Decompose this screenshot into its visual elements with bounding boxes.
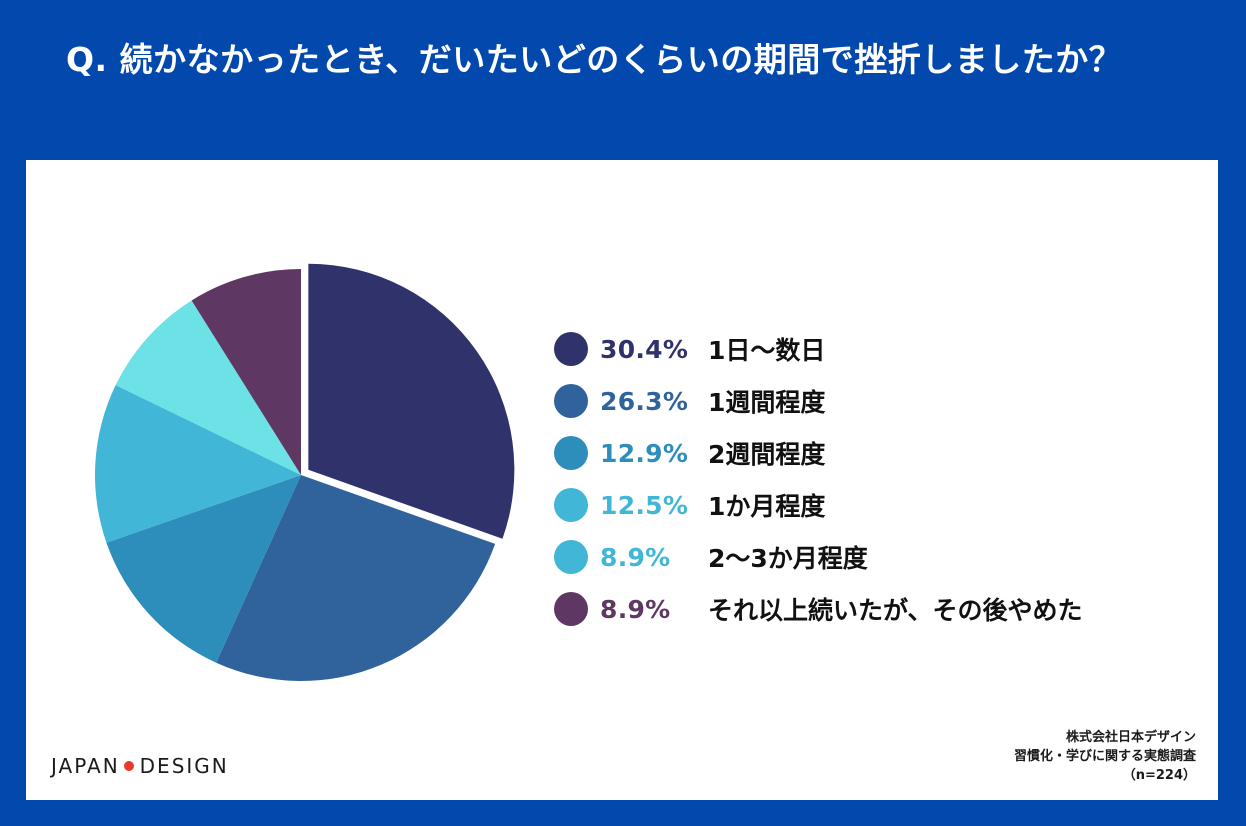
source-survey: 習慣化・学びに関する実態調査: [1013, 749, 1196, 764]
pie-chart: [95, 263, 515, 681]
legend-label: それ以上続いたが、その後やめた: [708, 596, 1083, 625]
logo-text-right: DESIGN: [139, 754, 229, 778]
legend-percent: 30.4%: [600, 334, 689, 364]
pie-slice: [191, 269, 301, 475]
pie-slice: [95, 385, 302, 543]
legend-swatch-icon: [554, 384, 588, 418]
pie-slice: [106, 475, 302, 663]
chart-card: 30.4% 1日〜数日 26.3% 1週間程度 12.9% 2週間程度 12.5…: [26, 160, 1218, 800]
legend: 30.4% 1日〜数日 26.3% 1週間程度 12.9% 2週間程度 12.5…: [554, 323, 1083, 635]
legend-label: 2〜3か月程度: [708, 544, 868, 573]
legend-percent: 12.9%: [600, 438, 689, 468]
source-sample: （n=224）: [1122, 768, 1196, 783]
logo-text-left: JAPAN: [51, 754, 120, 778]
logo-dot-icon: [123, 761, 134, 771]
legend-swatch-icon: [554, 436, 588, 470]
legend-swatch-icon: [554, 488, 588, 522]
legend-label: 1週間程度: [708, 388, 826, 417]
legend-label: 1か月程度: [708, 492, 826, 521]
legend-label: 1日〜数日: [708, 336, 826, 365]
legend-percent: 26.3%: [600, 386, 689, 416]
legend-label: 2週間程度: [708, 440, 826, 469]
pie-slice: [308, 263, 515, 539]
pie-slice: [115, 300, 301, 475]
pie-slice: [216, 475, 496, 681]
legend-item: 8.9% 2〜3か月程度: [554, 531, 1083, 583]
source-company: 株式会社日本デザイン: [1065, 730, 1196, 745]
legend-item: 30.4% 1日〜数日: [554, 323, 1083, 375]
question-title: Q. 続かなかったとき、だいたいどのくらいの期間で挫折しましたか？: [66, 40, 1123, 79]
legend-swatch-icon: [554, 540, 588, 574]
legend-percent: 8.9%: [600, 594, 671, 624]
legend-item: 8.9% それ以上続いたが、その後やめた: [554, 583, 1083, 635]
legend-swatch-icon: [554, 332, 588, 366]
japan-design-logo: JAPAN DESIGN: [51, 754, 229, 778]
legend-swatch-icon: [554, 592, 588, 626]
legend-percent: 8.9%: [600, 542, 671, 572]
legend-item: 12.9% 2週間程度: [554, 427, 1083, 479]
legend-percent: 12.5%: [600, 490, 689, 520]
legend-item: 12.5% 1か月程度: [554, 479, 1083, 531]
source-note: 株式会社日本デザイン 習慣化・学びに関する実態調査 （n=224）: [1014, 728, 1196, 785]
legend-item: 26.3% 1週間程度: [554, 375, 1083, 427]
